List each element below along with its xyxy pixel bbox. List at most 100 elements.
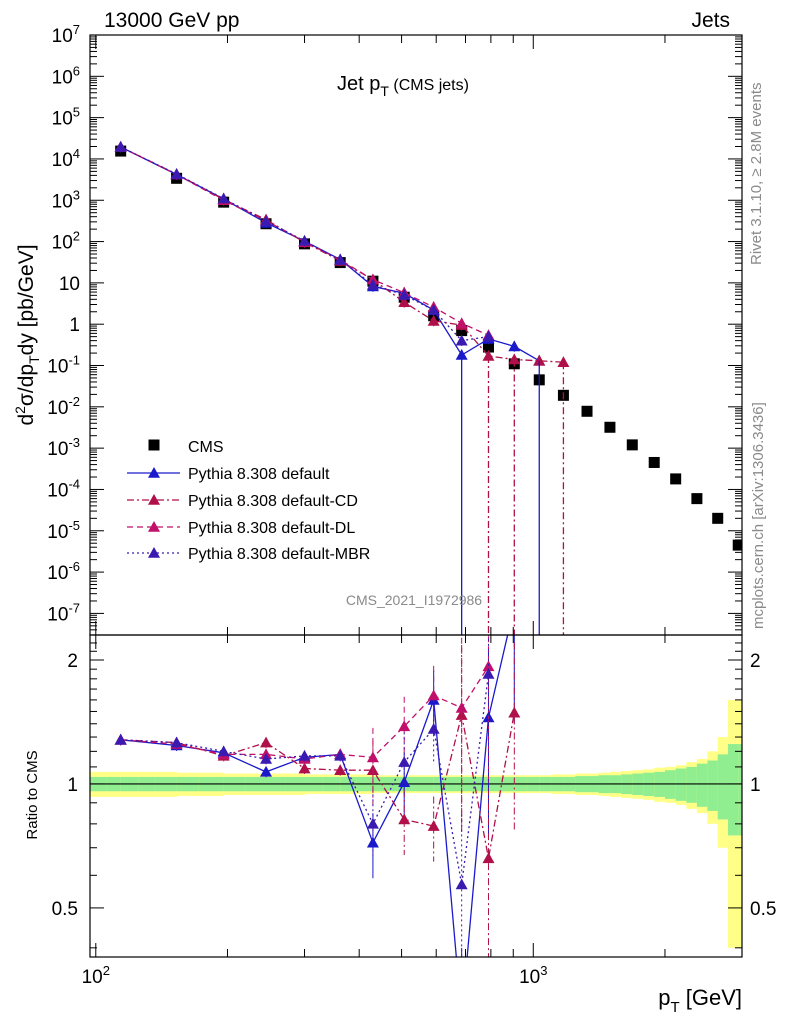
band-inner-segment [738,744,742,836]
series-2 [114,140,570,368]
legend-marker [148,467,160,478]
ratio-point [334,764,347,775]
ratio-point [170,736,183,748]
x-axis-label: pT [GeV] [658,985,742,1016]
y-tick-label: 10-2 [47,394,80,419]
y-tick-label: 10-4 [47,476,80,501]
y-tick-label: 106 [52,63,80,88]
ratio-tick-label: 0.5 [750,899,776,920]
chart-title: Jet pT (CMS jets) [337,73,469,99]
rivet-label: Rivet 3.1.10, ≥ 2.8M events [748,83,765,266]
ratio-series-1 [114,642,521,957]
ratio-y-label: Ratio to CMS [24,750,41,839]
y-tick-label: 10-1 [47,353,80,378]
ratio-point [398,813,411,825]
data-point [427,304,440,315]
data-point [648,456,660,468]
y-tick-label: 1 [69,315,80,336]
ratio-point [482,852,495,864]
ratio-point [398,756,411,767]
x-tick-label: 103 [519,963,547,988]
series-0 [115,145,742,551]
ratio-tick-label: 1 [67,775,78,796]
legend: CMS Pythia 8.308 default Pythia 8.308 defa… [127,439,370,563]
data-point [732,539,742,551]
ratio-point [427,722,440,734]
legend-label: CMS [188,439,224,456]
y-tick-label: 10-5 [47,518,80,543]
data-point [670,473,682,485]
legend-marker [148,439,160,451]
data-point [114,140,127,152]
ratio-tick-label: 0.5 [52,899,78,920]
main-frame [89,34,743,636]
ratio-series [114,635,521,1023]
ratio-point [455,701,468,713]
y-tick-label: 10-7 [47,600,80,625]
mcplots-label: mcplots.cern.ch [arXiv:1306.3436] [750,402,767,629]
series-line [120,146,564,363]
ratio-frame [89,634,743,958]
series-4 [114,140,495,347]
data-point [482,330,495,342]
header-left: 13000 GeV pp [104,9,239,32]
ratio-line [120,712,515,859]
axes: 102 103 10-7 10-6 10-5 10-4 10-3 10-2 10-1 1 10 102… [47,22,776,988]
ratio-tick-label: 2 [750,651,761,672]
data-point [691,493,703,505]
band-inner-segment [696,763,708,807]
ratio-point [366,817,379,829]
y-tick-label: 105 [52,105,80,130]
ratio-tick-label: 2 [67,651,78,672]
ratio-point [427,689,440,701]
ratio-point [456,1012,468,1023]
band-inner-segment [728,744,739,836]
ratio-point [455,878,468,890]
y-tick-label: 104 [52,146,80,171]
ratio-point [455,709,468,720]
band-inner-segment [707,760,719,811]
main-series [114,140,742,635]
data-point [626,439,638,451]
legend-label: Pythia 8.308 default-MBR [188,546,370,563]
x-tick-label: 102 [82,963,110,988]
band-inner-segment [675,768,687,801]
y-tick-label: 102 [52,229,80,254]
ratio-point [217,745,230,757]
ratio-point [366,751,379,763]
ratio-point [298,762,311,774]
legend-label: Pythia 8.308 default-DL [188,520,355,537]
series-line [120,146,489,336]
ratio-line [120,635,509,957]
ratio-point [114,733,127,745]
data-point [260,215,273,227]
ratio-point [260,765,273,777]
legend-marker [148,494,160,505]
ratio-tick-label: 1 [750,775,761,796]
y-tick-label: 10-6 [47,559,80,584]
data-point [712,512,724,524]
ratio-point [427,820,440,831]
analysis-watermark: CMS_2021_I1972986 [346,592,482,608]
data-point [456,325,468,337]
y-axis-label: d2σ/dpTdy [pb/GeV] [12,244,42,425]
data-point [581,405,593,417]
legend-label: Pythia 8.308 default-CD [188,493,358,510]
data-point [366,278,379,290]
data-point [482,341,494,353]
data-point [604,421,616,433]
data-point [217,192,230,204]
ratio-point [482,667,495,679]
ratio-point [298,749,311,761]
ratio-point [398,776,411,787]
ratio-band [90,699,742,948]
data-point [170,168,183,179]
data-point [298,234,311,246]
header-right: Jets [691,9,730,32]
y-tick-label: 10 [59,274,80,295]
ratio-series-3 [114,635,495,957]
legend-marker [148,521,160,532]
ratio-point [260,752,273,764]
band-inner-segment [686,766,698,803]
